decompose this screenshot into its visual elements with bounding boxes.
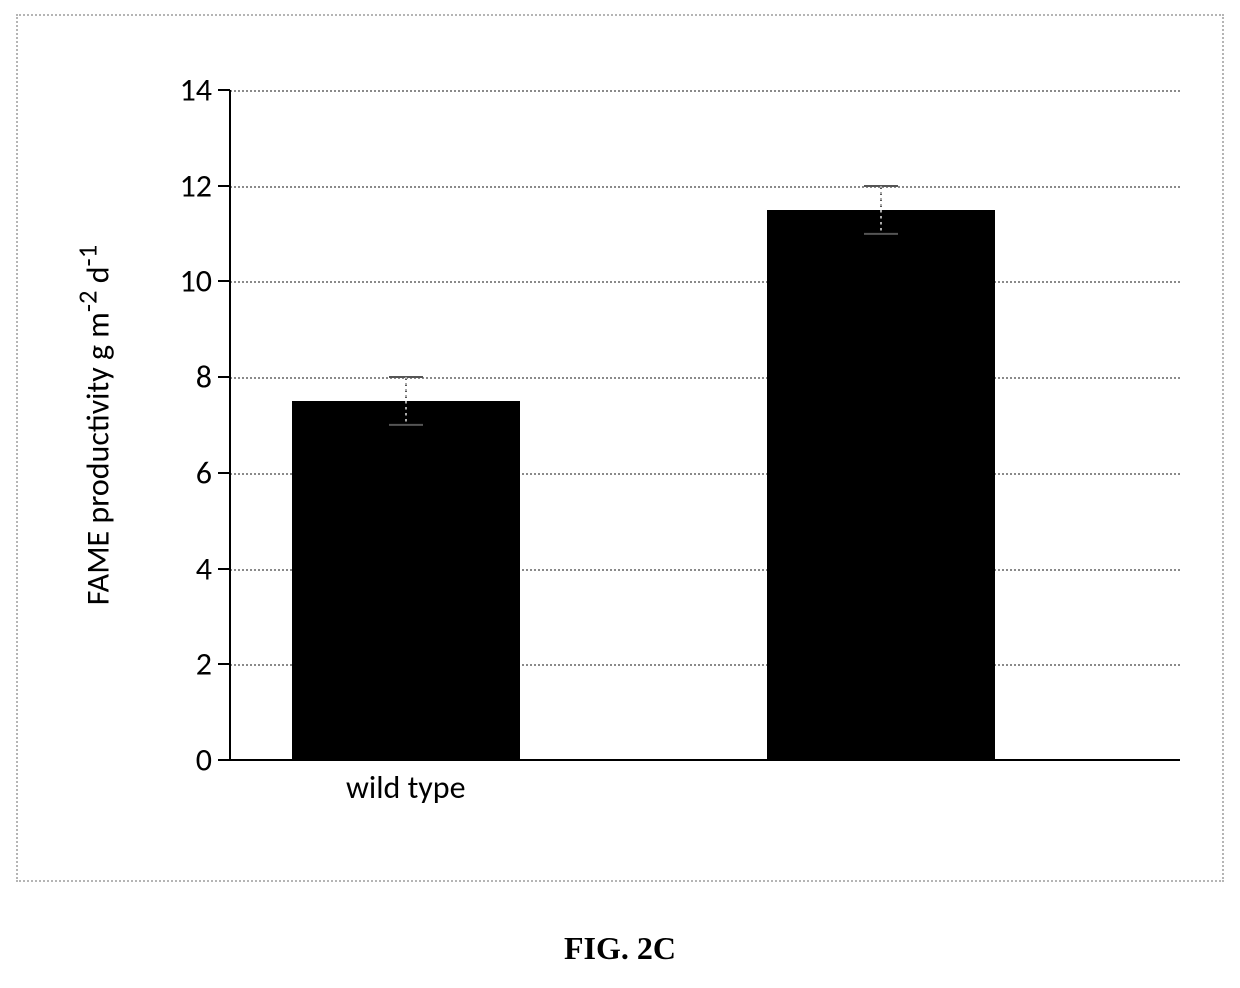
figure-caption: FIG. 2C (564, 930, 676, 967)
gridline (230, 90, 1180, 92)
y-tick-label: 0 (196, 741, 230, 780)
y-tick-label: 10 (180, 262, 230, 301)
page: 02468101214wild type FAME productivity g… (0, 0, 1240, 988)
bar (292, 401, 520, 760)
y-tick-label: 12 (180, 166, 230, 205)
plot-area: 02468101214wild type (230, 90, 1180, 760)
y-tick-label: 2 (196, 645, 230, 684)
x-category-label: wild type (346, 768, 466, 807)
y-tick-label: 6 (196, 453, 230, 492)
y-axis-line (229, 90, 231, 760)
y-tick-label: 14 (180, 71, 230, 110)
y-tick-label: 8 (196, 358, 230, 397)
gridline (230, 377, 1180, 379)
bar (767, 210, 995, 760)
gridline (230, 186, 1180, 188)
gridline (230, 281, 1180, 283)
y-axis-label: FAME productivity g m-2 d-1 (73, 245, 118, 605)
y-tick-label: 4 (196, 549, 230, 588)
